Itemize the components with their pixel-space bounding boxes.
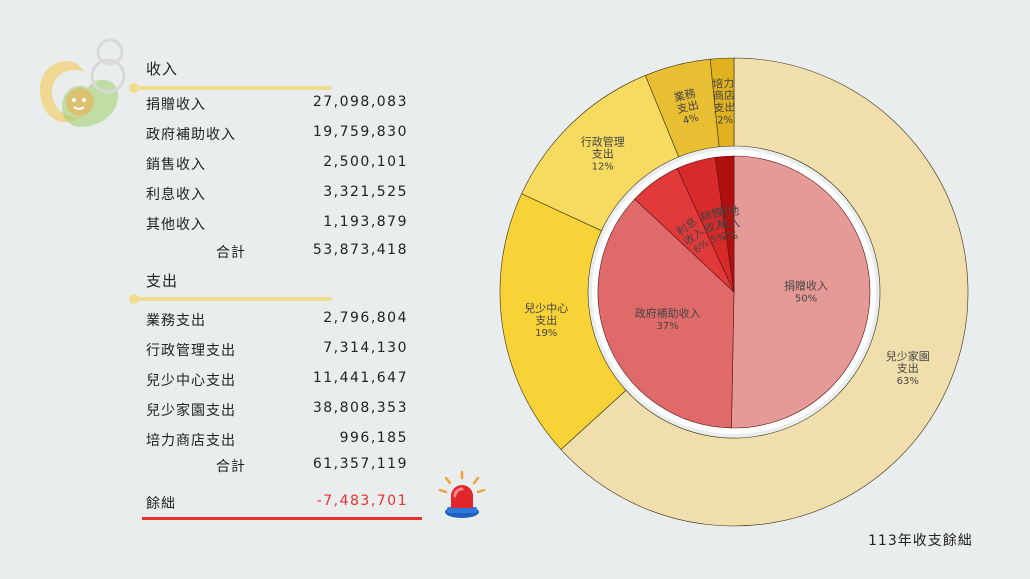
income-value: 27,098,083 bbox=[312, 94, 408, 110]
expense-row: 行政管理支出 7,314,130 bbox=[146, 340, 408, 362]
income-label-text: 50% bbox=[795, 294, 817, 305]
income-label: 其他收入 bbox=[146, 217, 206, 233]
expense-total-label: 合計 bbox=[216, 459, 246, 475]
income-label: 銷售收入 bbox=[146, 157, 206, 173]
expense-title: 支出 bbox=[146, 272, 179, 290]
expense-label-text: 63% bbox=[897, 376, 919, 387]
expense-label-text: 12% bbox=[592, 162, 614, 173]
income-value: 1,193,879 bbox=[323, 214, 408, 230]
income-label: 捐贈收入 bbox=[146, 97, 206, 113]
expense-row: 培力商店支出 996,185 bbox=[146, 430, 408, 452]
expense-label: 業務支出 bbox=[146, 313, 206, 329]
income-label-text: 捐贈收入 bbox=[784, 279, 828, 293]
expense-divider bbox=[129, 294, 332, 304]
income-row: 銷售收入 2,500,101 bbox=[146, 154, 408, 176]
income-label-text: 37% bbox=[657, 321, 679, 332]
expense-label-text: 兒少中心 bbox=[524, 302, 568, 315]
expense-value: 11,441,647 bbox=[312, 370, 408, 386]
expense-label-text: 2% bbox=[717, 115, 733, 127]
income-title: 收入 bbox=[146, 60, 179, 78]
expense-label-text: 支出 bbox=[592, 147, 614, 161]
expense-label-text: 行政管理 bbox=[581, 135, 625, 149]
income-slice bbox=[714, 155, 735, 293]
net-value: -7,483,701 bbox=[316, 493, 408, 509]
chart-caption: 113年收支餘絀 bbox=[868, 533, 973, 549]
income-expense-donut-chart: 兒少家園支出63%兒少中心支出19%行政管理支出12%業務支出4%培力商店支出2… bbox=[499, 57, 969, 527]
expense-label: 培力商店支出 bbox=[146, 433, 236, 449]
expense-slice bbox=[499, 193, 627, 450]
expense-row: 兒少中心支出 11,441,647 bbox=[146, 370, 408, 392]
expense-label-text: 支出 bbox=[675, 97, 700, 116]
income-slice bbox=[597, 198, 735, 429]
expense-value: 38,808,353 bbox=[312, 400, 408, 416]
expense-row: 業務支出 2,796,804 bbox=[146, 310, 408, 332]
expense-label-text: 兒少家園 bbox=[886, 349, 930, 363]
expense-slice bbox=[560, 57, 969, 527]
expense-label: 行政管理支出 bbox=[146, 343, 236, 359]
income-total-row: 合計 53,873,418 bbox=[146, 242, 408, 264]
expense-label-text: 支出 bbox=[897, 361, 919, 375]
expense-label-text: 商店 bbox=[713, 88, 736, 103]
income-label-text: 其他 bbox=[717, 204, 740, 218]
organization-logo bbox=[40, 38, 126, 127]
expense-value: 2,796,804 bbox=[323, 310, 408, 326]
income-value: 2,500,101 bbox=[323, 154, 408, 170]
income-row: 利息收入 3,321,525 bbox=[146, 184, 408, 206]
income-label-text: 政府補助收入 bbox=[635, 306, 701, 320]
expense-value: 996,185 bbox=[339, 430, 408, 446]
net-label: 餘絀 bbox=[146, 496, 176, 512]
income-total-value: 53,873,418 bbox=[312, 242, 408, 258]
income-label-text: 銷售 bbox=[699, 204, 724, 224]
net-underline bbox=[142, 517, 422, 520]
income-value: 3,321,525 bbox=[323, 184, 408, 200]
expense-label-text: 支出 bbox=[535, 313, 557, 327]
income-row: 政府補助收入 19,759,830 bbox=[146, 124, 408, 146]
expense-label: 兒少家園支出 bbox=[146, 403, 236, 419]
siren-icon bbox=[438, 470, 486, 518]
income-label: 利息收入 bbox=[146, 187, 206, 203]
expense-label-text: 培力 bbox=[712, 76, 735, 91]
income-label-text: 2% bbox=[722, 231, 739, 243]
expense-slice bbox=[709, 57, 735, 148]
expense-total-row: 合計 61,357,119 bbox=[146, 456, 408, 478]
income-label-text: 收入 bbox=[718, 215, 741, 230]
expense-row: 兒少家園支出 38,808,353 bbox=[146, 400, 408, 422]
expense-label-text: 4% bbox=[682, 113, 700, 128]
income-label-text: 收入 bbox=[702, 216, 727, 236]
income-row: 其他收入 1,193,879 bbox=[146, 214, 408, 236]
income-divider bbox=[129, 83, 332, 93]
income-label-text: 5% bbox=[709, 231, 727, 246]
income-label: 政府補助收入 bbox=[146, 127, 236, 143]
expense-label-text: 業務 bbox=[672, 86, 697, 105]
expense-label: 兒少中心支出 bbox=[146, 373, 236, 389]
income-slice bbox=[731, 155, 871, 429]
expense-total-value: 61,357,119 bbox=[312, 456, 408, 472]
expense-label-text: 19% bbox=[535, 328, 557, 339]
income-total-label: 合計 bbox=[216, 245, 246, 261]
expense-label-text: 支出 bbox=[713, 100, 736, 115]
income-value: 19,759,830 bbox=[312, 124, 408, 140]
net-row: 餘絀 -7,483,701 bbox=[146, 493, 408, 515]
income-row: 捐贈收入 27,098,083 bbox=[146, 94, 408, 116]
expense-value: 7,314,130 bbox=[323, 340, 408, 356]
